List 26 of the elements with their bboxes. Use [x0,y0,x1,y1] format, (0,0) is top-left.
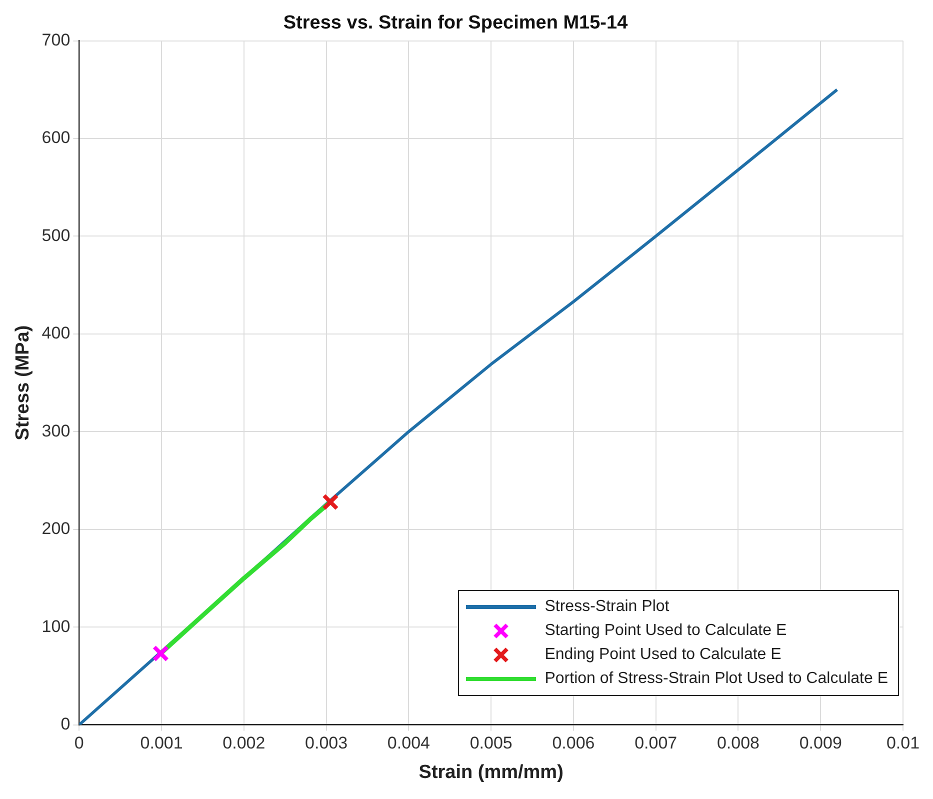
x-tick-label: 0.003 [305,734,348,753]
y-tick-label: 300 [42,421,70,440]
chart-title: Stress vs. Strain for Specimen M15-14 [283,12,628,34]
x-axis-title: Strain (mm/mm) [418,762,564,783]
x-tick-label: 0.01 [886,734,920,753]
y-tick-label: 200 [42,519,70,538]
legend-label: Ending Point Used to Calculate E [544,646,782,664]
x-tick-label: 0.009 [799,734,842,753]
y-axis-title: Stress (MPa) [12,325,34,440]
x-tick-label: 0.005 [470,734,512,753]
x-tick-label: 0.007 [634,734,678,753]
y-tick-label: 100 [42,616,70,636]
y-tick-label: 400 [42,324,70,343]
y-tick-label: 500 [42,226,70,245]
legend-label: Starting Point Used to Calculate E [544,622,787,640]
y-tick-label: 0 [60,714,70,734]
x-tick-label: 0.002 [222,734,266,753]
x-tick-label: 0.004 [387,734,430,753]
x-tick-label: 0.006 [552,734,595,753]
x-tick-label: 0.008 [716,734,760,753]
x-tick-label: 0.001 [140,734,183,753]
x-tick-label: 0 [74,734,84,753]
legend-label: Portion of Stress-Strain Plot Used to Calculate E [544,670,888,688]
legend-label: Stress-Strain Plot [544,598,670,616]
y-tick-label: 600 [42,128,70,148]
y-tick-label: 700 [42,30,70,50]
